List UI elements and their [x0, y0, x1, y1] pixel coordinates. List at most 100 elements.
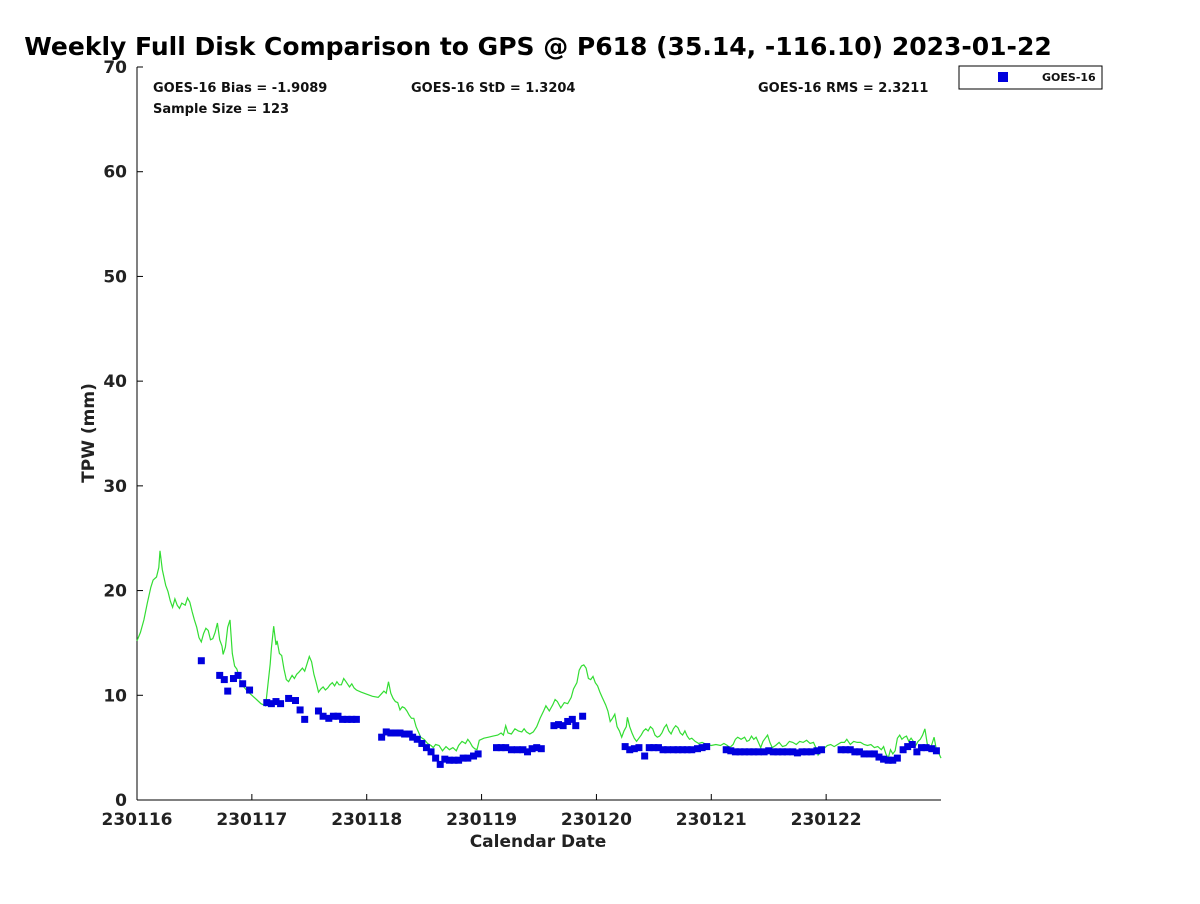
goes16-point — [741, 748, 749, 756]
goes16-point — [216, 671, 224, 679]
goes16-point — [432, 754, 440, 762]
y-tick-label: 20 — [103, 582, 127, 602]
goes16-point — [654, 744, 662, 752]
goes16-point — [842, 746, 850, 754]
goes16-point — [519, 746, 527, 754]
goes16-point — [908, 741, 916, 749]
goes16-point — [401, 730, 409, 738]
goes16-point — [502, 744, 510, 752]
goes16-point — [765, 747, 773, 755]
goes16-point — [674, 746, 682, 754]
chart-title: Weekly Full Disk Comparison to GPS @ P61… — [24, 32, 1051, 61]
legend-box — [958, 65, 1103, 90]
goes16-point — [798, 748, 806, 756]
goes16-point — [669, 746, 677, 754]
y-tick-label: 30 — [103, 477, 127, 497]
stat-rms: GOES-16 RMS = 2.3211 — [758, 81, 928, 96]
goes16-point — [683, 746, 691, 754]
goes16-point — [793, 749, 801, 757]
goes16-point — [846, 746, 854, 754]
goes16-point — [731, 748, 739, 756]
goes16-point — [339, 715, 347, 723]
goes16-point — [807, 748, 815, 756]
y-tick-label: 50 — [103, 267, 127, 287]
goes16-point — [464, 754, 472, 762]
y-tick-label: 40 — [103, 372, 127, 392]
goes16-point — [474, 750, 482, 758]
stat-std: GOES-16 StD = 1.3204 — [411, 81, 575, 96]
goes16-point — [277, 700, 285, 708]
goes16-point — [348, 715, 356, 723]
goes16-point — [694, 745, 702, 753]
goes16-point — [267, 700, 275, 708]
goes16-point — [555, 721, 563, 729]
goes16-point — [803, 748, 811, 756]
goes16-point — [783, 748, 791, 756]
goes16-point — [875, 753, 883, 761]
goes16-point — [507, 746, 515, 754]
goes16-point — [893, 754, 901, 762]
goes16-point — [263, 699, 271, 707]
goes16-point — [329, 712, 337, 720]
goes16-point — [774, 748, 782, 756]
goes16-point — [913, 748, 921, 756]
goes16-point — [650, 744, 658, 752]
goes16-point — [928, 745, 936, 753]
goes16-point — [391, 729, 399, 737]
goes16-point — [427, 748, 435, 756]
goes16-point — [789, 748, 797, 756]
goes16-point — [626, 746, 634, 754]
goes16-point — [866, 750, 874, 758]
goes16-point — [296, 706, 304, 714]
goes16-point — [688, 746, 696, 754]
goes16-point — [745, 748, 753, 756]
goes16-point — [568, 715, 576, 723]
goes16-point — [572, 722, 580, 730]
plot-area — [136, 67, 941, 801]
goes16-point — [396, 729, 404, 737]
goes16-point — [917, 744, 925, 752]
goes16-point — [932, 747, 940, 755]
goes16-point — [904, 743, 912, 751]
goes16-point — [234, 671, 242, 679]
x-axis-label: Calendar Date — [470, 832, 607, 852]
y-tick-label: 70 — [103, 58, 127, 78]
goes16-point — [301, 715, 309, 723]
goes16-point — [564, 717, 572, 725]
stat-sample-size: Sample Size = 123 — [153, 102, 289, 117]
goes16-point — [319, 712, 327, 720]
goes16-point — [497, 744, 505, 752]
x-tick-label: 230117 — [216, 810, 287, 830]
x-axis: 230116 230117 230118 230119 230120 230121 2301… — [102, 794, 862, 830]
goes16-point — [378, 733, 386, 741]
goes16-point — [750, 748, 758, 756]
goes16-point — [813, 747, 821, 755]
goes16-point — [334, 712, 342, 720]
y-axis-label: TPW (mm) — [79, 383, 99, 483]
goes16-point — [455, 756, 463, 764]
goes16-point — [229, 675, 237, 683]
legend-label-goes16: GOES-16 — [1042, 71, 1096, 84]
x-tick-label: 230122 — [791, 810, 862, 830]
goes16-point — [422, 744, 430, 752]
goes16-point — [459, 754, 467, 762]
goes16-point — [537, 745, 545, 753]
goes16-point — [837, 746, 845, 754]
y-axis: 0 10 20 30 40 50 60 70 — [103, 58, 143, 811]
goes16-point — [285, 694, 293, 702]
goes16-point — [220, 676, 228, 684]
goes16-point — [493, 744, 501, 752]
goes16-point — [343, 715, 351, 723]
y-tick-label: 0 — [115, 791, 127, 811]
goes16-point — [445, 756, 453, 764]
goes16-point — [409, 733, 417, 741]
goes16-point — [922, 744, 930, 752]
goes16-point — [760, 748, 768, 756]
goes16-point — [754, 748, 762, 756]
goes16-point — [239, 680, 247, 688]
goes16-point — [635, 744, 643, 752]
goes16-point — [778, 748, 786, 756]
x-tick-label: 230121 — [676, 810, 747, 830]
goes16-point — [870, 750, 878, 758]
y-tick-label: 60 — [103, 163, 127, 183]
